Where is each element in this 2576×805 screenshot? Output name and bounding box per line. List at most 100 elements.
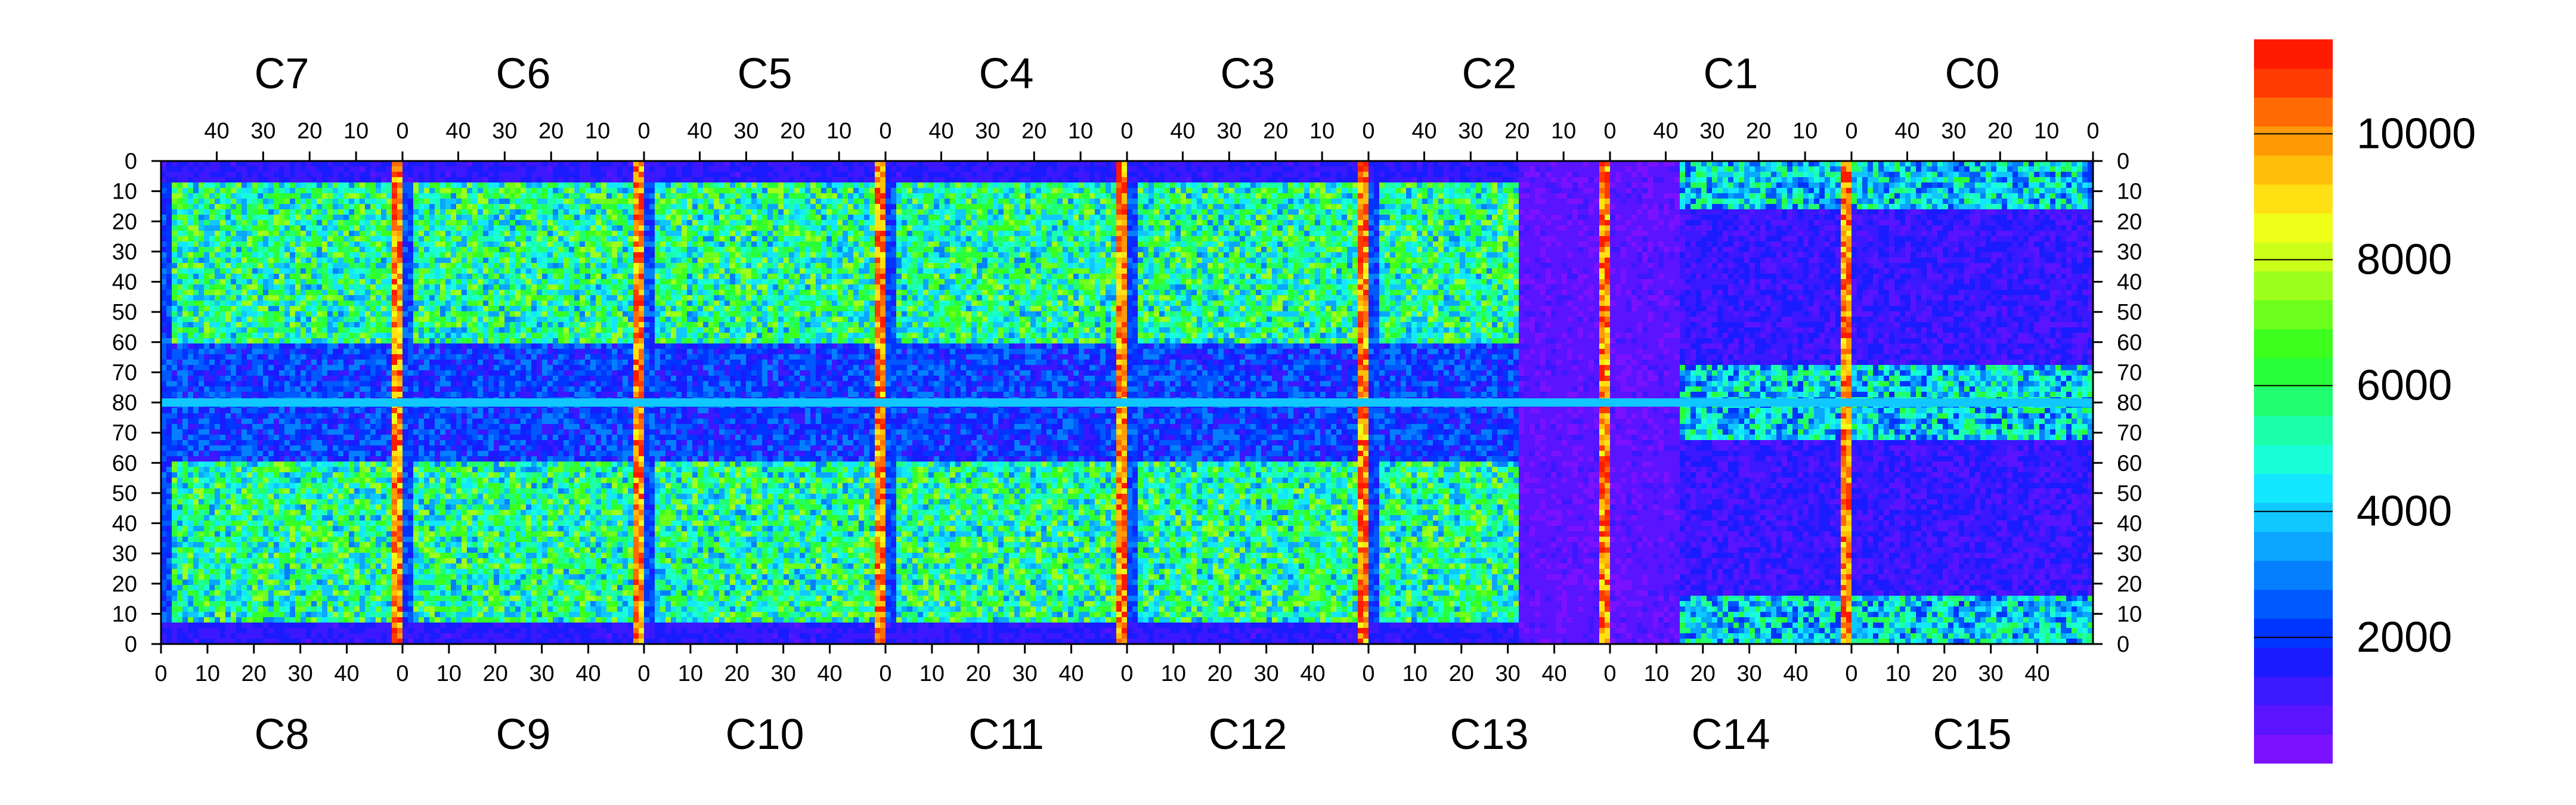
colorbar-segment (2254, 705, 2333, 735)
x-tick-label-bottom: 40 (1541, 661, 1566, 686)
x-tick-label-top: 20 (538, 119, 564, 144)
y-tick-label: 40 (2117, 512, 2142, 537)
y-tick-label: 30 (2117, 240, 2142, 265)
heatmap-cells (161, 161, 2094, 645)
x-tick-label-bottom: 40 (575, 661, 600, 686)
x-tick-label-bottom: 20 (242, 661, 267, 686)
x-tick-label-bottom: 30 (1979, 661, 2004, 686)
chip-label-bottom: C13 (1450, 711, 1528, 758)
chip-label-top: C0 (1945, 50, 1999, 98)
chip-label-bottom: C12 (1208, 711, 1287, 758)
colorbar-segment (2254, 532, 2333, 561)
colorbar-segment (2254, 590, 2333, 619)
y-tick-label: 30 (2117, 541, 2142, 566)
x-tick-label-bottom: 10 (1644, 661, 1669, 686)
x-tick-label-top: 10 (1068, 119, 1093, 144)
y-tick-label: 70 (112, 421, 137, 446)
x-tick-label-bottom: 40 (334, 661, 359, 686)
x-tick-label-top: 40 (204, 119, 229, 144)
x-tick-label-bottom: 30 (1496, 661, 1521, 686)
chip-label-top: C5 (737, 50, 792, 98)
x-tick-label-bottom: 40 (2024, 661, 2049, 686)
chip-label-top: C4 (979, 50, 1033, 98)
x-tick-label-top: 0 (396, 119, 408, 144)
colorbar-tick-label: 4000 (2357, 488, 2452, 535)
x-tick-label-bottom: 20 (483, 661, 508, 686)
x-tick-label-top: 30 (733, 119, 758, 144)
x-tick-label-bottom: 20 (1208, 661, 1233, 686)
colorbar-segment (2254, 676, 2333, 705)
colorbar-segment (2254, 416, 2333, 445)
y-tick-label: 70 (2117, 360, 2142, 385)
y-tick-label: 10 (2117, 179, 2142, 205)
colorbar-tick-label: 10000 (2357, 110, 2476, 157)
y-tick-label: 40 (112, 512, 137, 537)
chip-label-top: C2 (1462, 50, 1516, 98)
y-tick-label: 20 (2117, 572, 2142, 597)
y-tick-label: 60 (112, 330, 137, 355)
y-tick-label: 10 (2117, 602, 2142, 627)
x-tick-label-top: 0 (1362, 119, 1374, 144)
y-tick-label: 40 (112, 270, 137, 295)
colorbar-segment (2254, 39, 2333, 69)
x-tick-label-bottom: 30 (1737, 661, 1762, 686)
x-tick-label-top: 20 (1021, 119, 1046, 144)
colorbar-segment (2254, 69, 2333, 98)
x-tick-label-top: 10 (343, 119, 369, 144)
y-tick-label: 50 (112, 300, 137, 325)
colorbar-segment (2254, 126, 2333, 156)
colorbar-tick-label: 2000 (2357, 614, 2452, 661)
x-tick-label-bottom: 20 (966, 661, 991, 686)
x-tick-label-bottom: 40 (1300, 661, 1325, 686)
x-tick-label-top: 10 (1309, 119, 1335, 144)
colorbar-tick-label: 8000 (2357, 236, 2452, 283)
x-tick-label-top: 10 (1551, 119, 1576, 144)
x-tick-label-top: 20 (297, 119, 322, 144)
chip-label-top: C1 (1703, 50, 1758, 98)
x-tick-label-top: 0 (1120, 119, 1133, 144)
x-tick-label-top: 0 (1845, 119, 1857, 144)
x-tick-label-bottom: 40 (817, 661, 842, 686)
x-tick-label-bottom: 0 (1603, 661, 1616, 686)
x-tick-label-top: 10 (585, 119, 610, 144)
colorbar-segment (2254, 329, 2333, 358)
x-tick-label-top: 40 (1653, 119, 1678, 144)
x-tick-label-bottom: 10 (195, 661, 220, 686)
chip-label-bottom: C8 (254, 711, 309, 758)
y-tick-label: 50 (2117, 481, 2142, 506)
chip-label-bottom: C15 (1933, 711, 2011, 758)
x-tick-label-top: 40 (1411, 119, 1436, 144)
y-tick-label: 30 (112, 541, 137, 566)
y-tick-label: 50 (2117, 300, 2142, 325)
colorbar-segment (2254, 387, 2333, 416)
colorbar-segment (2254, 300, 2333, 329)
y-tick-label: 70 (2117, 421, 2142, 446)
chip-label-bottom: C9 (496, 711, 550, 758)
y-tick-label: 50 (112, 481, 137, 506)
colorbar-segment (2254, 271, 2333, 300)
colorbar-segment (2254, 648, 2333, 677)
x-tick-label-top: 30 (1699, 119, 1724, 144)
x-tick-label-bottom: 30 (530, 661, 555, 686)
x-tick-label-top: 20 (1746, 119, 1771, 144)
x-tick-label-top: 10 (1792, 119, 1818, 144)
x-tick-label-bottom: 10 (919, 661, 945, 686)
y-tick-label: 80 (2117, 391, 2142, 416)
chip-label-bottom: C14 (1691, 711, 1770, 758)
colorbar-segment (2254, 358, 2333, 387)
x-tick-label-top: 0 (637, 119, 650, 144)
y-tick-label: 80 (112, 391, 137, 416)
x-tick-label-bottom: 0 (396, 661, 408, 686)
chip-label-bottom: C10 (725, 711, 804, 758)
y-tick-label: 0 (2117, 632, 2129, 657)
colorbar-segment (2254, 561, 2333, 590)
x-tick-label-top: 20 (1263, 119, 1288, 144)
x-tick-label-bottom: 10 (436, 661, 462, 686)
y-tick-label: 20 (2117, 209, 2142, 234)
x-tick-label-top: 40 (928, 119, 953, 144)
colorbar-segment (2254, 97, 2333, 126)
x-tick-label-top: 30 (1458, 119, 1483, 144)
y-tick-label: 10 (112, 602, 137, 627)
